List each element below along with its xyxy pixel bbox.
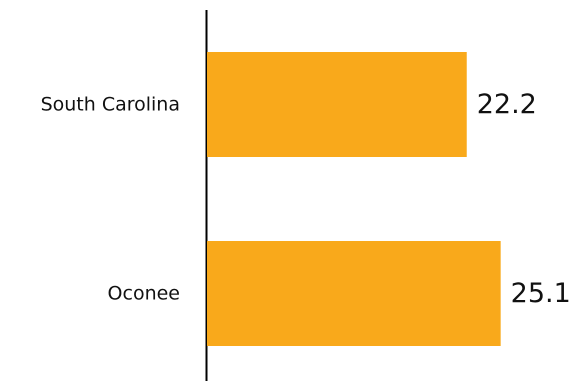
category-label: South Carolina — [41, 94, 180, 116]
bar-oconee — [207, 241, 501, 346]
value-label: 25.1 — [511, 278, 571, 309]
value-label: 22.2 — [477, 89, 537, 120]
bar-south-carolina — [207, 52, 467, 157]
category-label: Oconee — [108, 283, 180, 305]
